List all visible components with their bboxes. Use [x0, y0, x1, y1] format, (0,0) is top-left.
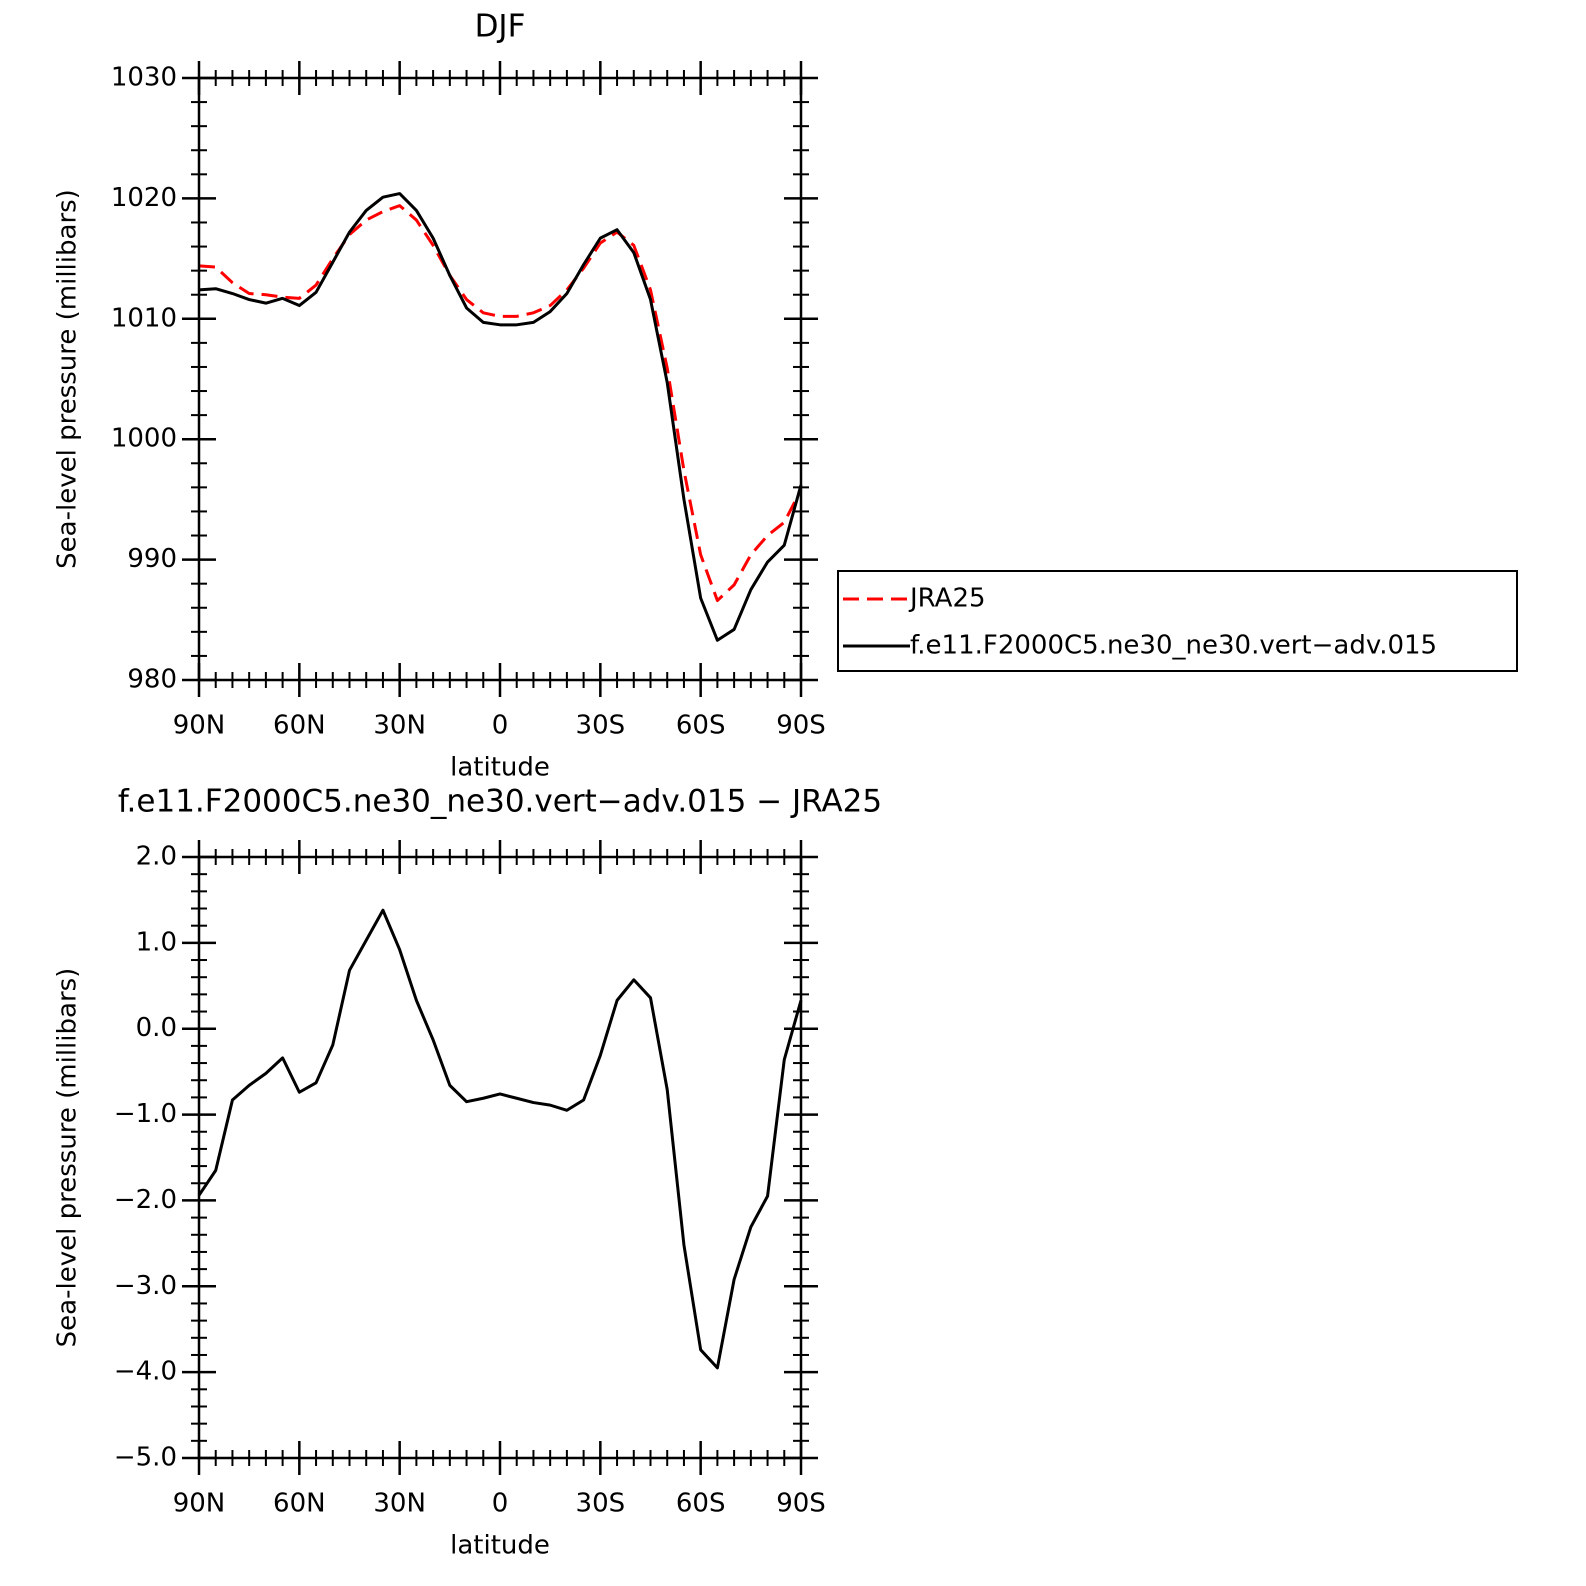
x-tick-label: 90S [776, 711, 826, 741]
x-tick-label: 30N [373, 711, 426, 741]
x-tick-label: 60N [273, 711, 326, 741]
x-tick-label: 0 [492, 711, 509, 741]
chart-title: f.e11.F2000C5.ne30_ne30.vert−adv.015 − J… [118, 784, 882, 820]
y-tick-label: −2.0 [114, 1185, 177, 1215]
y-tick-label: 1020 [111, 183, 177, 213]
legend-label: JRA25 [908, 584, 986, 614]
y-tick-label: −4.0 [114, 1357, 177, 1387]
y-tick-label: 980 [127, 665, 177, 695]
y-tick-label: 990 [127, 544, 177, 574]
legend-label: f.e11.F2000C5.ne30_ne30.vert−adv.015 [910, 631, 1437, 661]
y-tick-label: −5.0 [114, 1443, 177, 1473]
x-tick-label: 60S [676, 1489, 726, 1519]
y-tick-label: −1.0 [114, 1099, 177, 1129]
x-tick-label: 90N [173, 1489, 226, 1519]
y-tick-label: 1030 [111, 63, 177, 93]
y-tick-label: 0.0 [136, 1013, 177, 1043]
x-tick-label: 90N [173, 711, 226, 741]
x-axis-label: latitude [450, 753, 550, 783]
y-tick-label: 2.0 [136, 842, 177, 872]
data-line [197, 908, 803, 1370]
x-axis-label: latitude [450, 1531, 550, 1561]
data-line [198, 204, 803, 603]
plot-frame [197, 855, 803, 1460]
x-tick-label: 30S [576, 1489, 626, 1519]
x-tick-label: 60S [676, 711, 726, 741]
legend-box [837, 570, 1518, 672]
y-axis-label: Sea-level pressure (millibars) [53, 968, 83, 1348]
x-tick-label: 60N [273, 1489, 326, 1519]
y-tick-label: 1000 [111, 424, 177, 454]
chart-title: DJF [475, 9, 526, 45]
y-tick-label: 1.0 [136, 927, 177, 957]
x-tick-label: 90S [776, 1489, 826, 1519]
x-tick-label: 0 [492, 1489, 509, 1519]
x-tick-label: 30N [373, 1489, 426, 1519]
x-tick-label: 30S [576, 711, 626, 741]
data-line [198, 192, 803, 642]
plot-frame [197, 76, 803, 682]
y-axis-label: Sea-level pressure (millibars) [53, 189, 83, 569]
y-tick-label: −3.0 [114, 1271, 177, 1301]
y-tick-label: 1010 [111, 303, 177, 333]
